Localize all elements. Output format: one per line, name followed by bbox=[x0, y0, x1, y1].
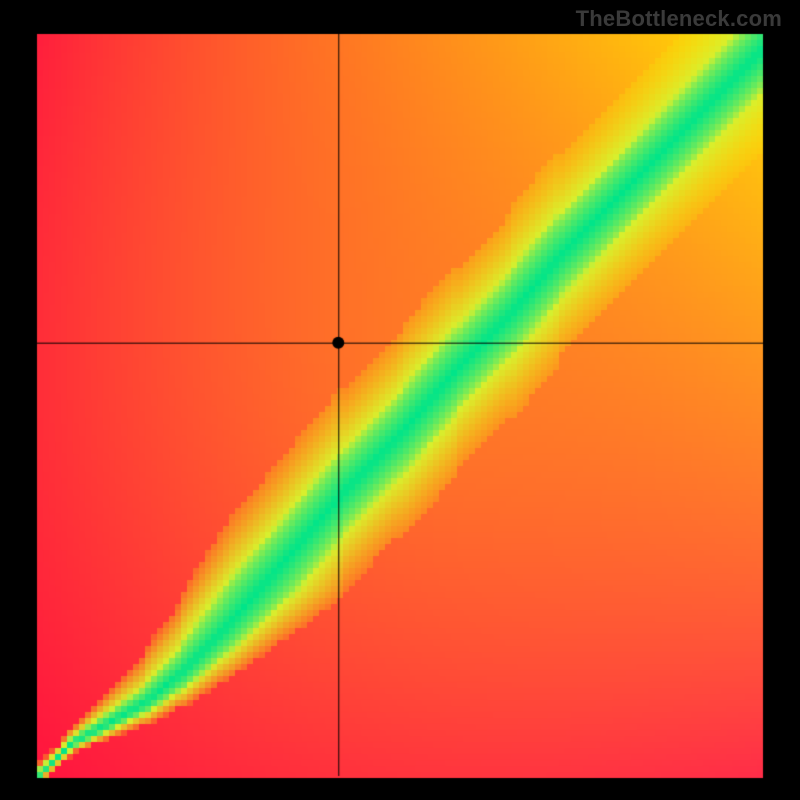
watermark-text: TheBottleneck.com bbox=[576, 6, 782, 32]
chart-container: TheBottleneck.com bbox=[0, 0, 800, 800]
heatmap-canvas bbox=[0, 0, 800, 800]
